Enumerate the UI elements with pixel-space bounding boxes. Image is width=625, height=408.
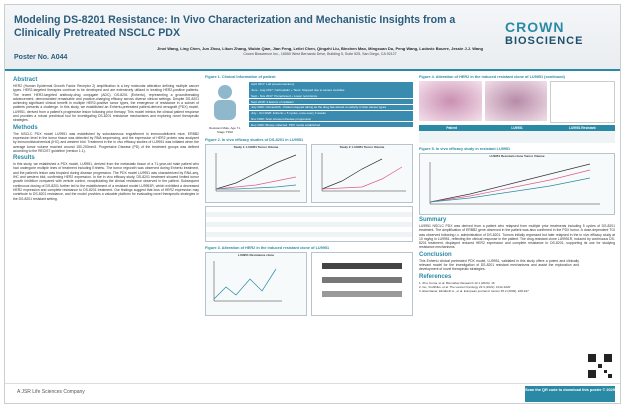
- paragraph: In this study, we established a PDX mode…: [13, 162, 199, 201]
- timeline-item: Nov 2020: Scan showed disease progressio…: [249, 116, 413, 122]
- reference-list: 1. Zhu, Kuma, et al. Biomarker Research …: [419, 281, 615, 293]
- timeline-item: July 2020: Osimertinib - Patient stopped…: [249, 104, 413, 110]
- table-header-cell: Patient: [446, 126, 457, 130]
- affiliation: Crown Bioscience Inc., 16550 West Bernar…: [243, 52, 397, 56]
- chart-panel: Study 2: LU9951 Tumor Volume: [311, 144, 413, 203]
- right-column: Figure 4. Alteration of HER2 in the indu…: [419, 75, 616, 293]
- timeline-item: April 2017: Left pneumonectomy: [249, 81, 413, 87]
- left-column: Abstract HER2 (Human Epidermal Growth Fa…: [13, 75, 199, 203]
- figure: LU9951 Resistance clone: [205, 252, 413, 316]
- poster: Modeling DS-8201 Resistance: In Vivo Cha…: [4, 4, 621, 404]
- figure: [419, 81, 616, 123]
- divider: [5, 69, 620, 71]
- paragraph: HER2 (Human Epidermal Growth Factor Rece…: [13, 84, 199, 123]
- heading: Methods: [13, 124, 38, 131]
- timeline-item: Sept 2018: 3 lesions of radiation: [249, 98, 413, 105]
- chart: [213, 261, 282, 302]
- footer-company: A JSR Life Sciences Company: [17, 389, 85, 395]
- figure-title: Figure 5. In vivo efficacy study in resi…: [419, 147, 511, 151]
- paragraph: This Enhertu clinical pretreated PDX mod…: [419, 258, 579, 272]
- caption: Resistant Male, Age 71, Stage T3N0: [209, 126, 241, 134]
- timeline-item: July - Oct 2020: Enhertu + 5 cycles, onc…: [249, 110, 413, 116]
- heading: Summary: [419, 217, 447, 223]
- reference: 3. Eisenhauer, Elizabeth A., et al. Euro…: [419, 288, 529, 293]
- figure-title: Figure 4. Alteration of HER2 in the indu…: [419, 75, 565, 79]
- chart-panel: Study 1: LU9951 Tumor Volume: [205, 144, 307, 203]
- patient: Resistant Male, Age 71, Stage T3N0: [205, 81, 245, 134]
- chart-title: LU9951 Resistance clone: [237, 253, 275, 257]
- timeline-item: Dec 2020: Biopsy collected, PDX model es…: [249, 122, 413, 128]
- chart-panel: LU9951 Resistant clone Tumor Volume: [419, 153, 615, 215]
- poster-number: Poster No. A044: [14, 54, 68, 61]
- chart-title: Study 1: LU9951 Tumor Volume: [233, 145, 279, 149]
- reference: 2. Go, Yoshihiko, et al. The Lancet Onco…: [419, 284, 511, 289]
- table-header-cell: LU9951: [511, 126, 523, 130]
- blot: [322, 263, 402, 297]
- title: Modeling DS-8201 Resistance: In Vivo Cha…: [14, 14, 456, 39]
- heading: Abstract: [13, 77, 38, 83]
- figure: Resistant Male, Age 71, Stage T3N0 April…: [205, 81, 413, 134]
- timeline-item: Sept - Nov 2017: Pemetrexed + Lower recu…: [249, 93, 413, 99]
- timeline: April 2017: Left pneumonectomy June - Aug…: [249, 81, 413, 134]
- middle-column: Figure 1. Clinical Information of patien…: [205, 75, 413, 316]
- figure-title: Figure 2. In vivo efficacy studies of DS…: [205, 138, 304, 142]
- ihc-image: [419, 81, 482, 121]
- logo: CROWN: [505, 19, 565, 35]
- paragraph: The NSCLC PDX model LU9951 was establish…: [13, 131, 199, 153]
- reference: 1. Zhu, Kuma, et al. Biomarker Research …: [419, 280, 495, 285]
- heading: References: [419, 273, 452, 280]
- ihc-image: [484, 81, 548, 121]
- header-band: [5, 5, 620, 69]
- qr-note: Scan the QR code to download this poster…: [525, 386, 615, 402]
- footer: [5, 383, 620, 403]
- figure-title: Figure 3. Alteration of HER2 in the indu…: [205, 246, 330, 250]
- figure: Study 1: LU9951 Tumor Volume Study 2: LU…: [205, 144, 413, 203]
- authors: Jinxi Wang, Ling Chen, Jun Zhou, Likun Z…: [157, 46, 483, 51]
- chart-panel: LU9951 Resistance clone: [205, 252, 307, 316]
- paragraph: LU9951 NSCLC PDX was derived from a pati…: [419, 224, 615, 250]
- heading: Conclusion: [419, 251, 452, 258]
- heading: Results: [13, 155, 35, 162]
- patient-icon: [214, 85, 236, 120]
- chart: [215, 153, 300, 192]
- chart-title: Study 2: LU9951 Tumor Volume: [339, 145, 385, 149]
- qr-code: [587, 353, 613, 379]
- table-header: Patient LU9951 LU9951 Resistant: [419, 125, 615, 131]
- table-header-cell: LU9951 Resistant: [569, 126, 596, 130]
- chart-title: LU9951 Resistant clone Tumor Volume: [489, 154, 545, 158]
- chart: [429, 162, 600, 205]
- blot: [550, 81, 616, 123]
- figure-title: Figure 1. Clinical Information of patien…: [205, 75, 276, 79]
- image-panel: [311, 252, 413, 316]
- timeline-item: June - Aug 2017: Carboplatin + Taxol. St…: [249, 87, 413, 93]
- chart: [321, 153, 406, 192]
- logo: BIOSCIENCE: [505, 35, 584, 47]
- table-body: [419, 131, 615, 143]
- data-table: [205, 206, 413, 242]
